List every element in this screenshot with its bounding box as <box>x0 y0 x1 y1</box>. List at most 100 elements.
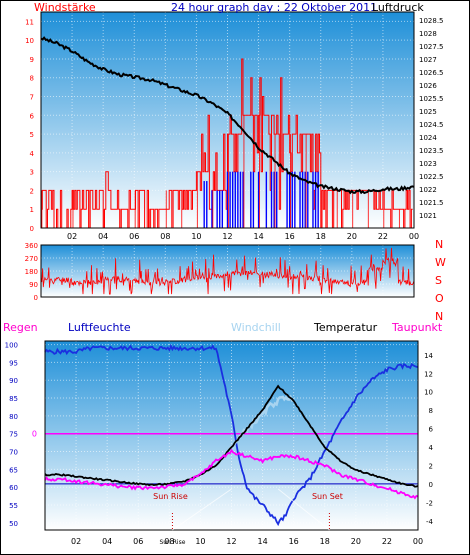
pressure-tick-label: 1027.5 <box>419 43 444 51</box>
hour-tick-label: 12 <box>222 232 232 241</box>
pressure-tick-label: 1022.5 <box>419 173 444 181</box>
wind-tick-label: 8 <box>30 75 34 83</box>
wind-tick-label: 5 <box>30 131 34 139</box>
hour-tick-label: 08 <box>164 537 174 546</box>
direction-tick-label: 360 <box>25 242 38 250</box>
humidity-series <box>44 343 419 527</box>
plot-frame <box>44 340 419 531</box>
temperature-tick-label: 10 <box>424 389 433 397</box>
wind-tick-label: 6 <box>30 112 35 120</box>
compass-label: N <box>435 310 443 323</box>
pressure-tick-label: 1028.5 <box>419 17 444 25</box>
wind-tick-label: 10 <box>25 37 34 45</box>
wind-speed-hourly-bar <box>41 190 43 228</box>
wind-speed-hourly-bar <box>367 190 369 228</box>
wind-tick-label: 11 <box>25 18 34 26</box>
wind-speed-hourly-bar <box>228 134 229 228</box>
hour-tick-label: 12 <box>226 537 236 546</box>
temperature-tick-label: 4 <box>429 444 434 452</box>
temperature-series <box>44 384 419 488</box>
temperature-tick-label: 6 <box>429 426 434 434</box>
temperature-tick-label: 0 <box>429 481 433 489</box>
hour-tick-label: 22 <box>382 537 392 546</box>
wind-tick-label: 9 <box>30 56 34 64</box>
sun-arc-right <box>277 488 330 531</box>
pressure-tick-label: 1028 <box>419 30 437 38</box>
pressure-tick-label: 1022 <box>419 186 437 194</box>
hour-tick-label: 04 <box>98 232 108 241</box>
hour-tick-label: 00 <box>413 537 423 546</box>
hour-tick-label: 06 <box>129 232 139 241</box>
compass-label: W <box>435 256 446 269</box>
pressure-tick-label: 1026 <box>419 82 437 90</box>
compass-label: O <box>435 292 444 305</box>
direction-tick-label: 0 <box>34 294 38 302</box>
hour-tick-label: 20 <box>347 232 357 241</box>
wind-speed-hourly-bar <box>352 190 354 228</box>
humidity-tick-label: 70 <box>9 449 18 457</box>
hour-tick-label: 22 <box>378 232 388 241</box>
temperature-tick-label: 14 <box>424 352 433 360</box>
wind-speed-hourly-bar <box>383 209 385 228</box>
wind-speed-hourly-bar <box>134 190 136 228</box>
wind-tick-label: 2 <box>30 187 34 195</box>
climate-panel: 1009590858075706560555014121086420-2-40S… <box>3 321 443 546</box>
pressure-tick-label: 1024 <box>419 134 437 142</box>
pressure-series <box>40 36 415 195</box>
wind-speed-hourly-bar <box>165 190 167 228</box>
wind-speed-hourly-bar <box>196 171 198 228</box>
direction-tick-label: 180 <box>25 268 38 276</box>
hour-tick-label: 18 <box>316 232 326 241</box>
windchill-label: Windchill <box>231 321 281 334</box>
rain-zero-label: 0 <box>32 430 37 439</box>
temperature-tick-label: 8 <box>429 407 433 415</box>
wind-direction-line <box>40 247 415 295</box>
wind-direction-series <box>40 247 415 295</box>
chart-title: 24 hour graph day : 22 Oktober 2011 <box>171 1 377 14</box>
pressure-tick-label: 1025 <box>419 108 437 116</box>
humidity-tick-label: 85 <box>9 395 18 403</box>
taupunkt-label: Taupunkt <box>391 321 443 334</box>
wind-tick-label: 7 <box>30 94 34 102</box>
pressure-axis-label: Luftdruck <box>372 1 424 14</box>
humidity-tick-label: 75 <box>9 431 18 439</box>
compass-label: N <box>435 238 443 251</box>
wind-pressure-panel: 0123456789101110211021.510221022.5102310… <box>25 1 443 241</box>
hour-tick-label: 10 <box>195 537 205 546</box>
hour-tick-label: 16 <box>285 232 295 241</box>
pressure-tick-label: 1027 <box>419 56 437 64</box>
dewpoint-series <box>44 448 419 500</box>
wind-tick-label: 4 <box>30 150 35 158</box>
regen-label: Regen <box>3 321 38 334</box>
wind-pressure-axes: 0123456789101110211021.510221022.5102310… <box>25 11 444 241</box>
temperature-tick-label: -2 <box>426 499 433 507</box>
humidity-tick-label: 95 <box>9 359 18 367</box>
pressure-tick-label: 1024.5 <box>419 121 444 129</box>
wind-tick-label: 3 <box>30 169 34 177</box>
humidity-tick-label: 55 <box>9 502 18 510</box>
wind-speed-hourly-bar <box>181 190 183 228</box>
wind-speed-hourly-bar <box>88 190 89 228</box>
pressure-line <box>40 36 415 195</box>
humidity-tick-label: 80 <box>9 413 18 421</box>
hour-tick-label: 02 <box>67 232 77 241</box>
plot-frame <box>40 11 415 229</box>
sun-arc-left <box>172 488 232 531</box>
humidity-tick-label: 50 <box>9 520 18 528</box>
hour-tick-label: 08 <box>160 232 170 241</box>
hour-tick-label: 02 <box>71 537 81 546</box>
wind-speed-hourly-bar <box>259 115 260 228</box>
pressure-tick-label: 1023 <box>419 160 437 168</box>
hour-tick-label: 04 <box>102 537 112 546</box>
humidity-tick-label: 100 <box>5 342 18 350</box>
hour-tick-label: 06 <box>133 537 143 546</box>
hour-tick-label: 20 <box>351 537 361 546</box>
wind-speed-hourly-bar <box>243 115 245 228</box>
wind-axis-label: Windstärke <box>34 1 96 14</box>
humidity-tick-label: 90 <box>9 377 18 385</box>
wind-speed-hourly-bar <box>103 209 105 228</box>
wind-speed-hourly-bar <box>398 209 400 228</box>
temperature-tick-label: -4 <box>426 518 434 526</box>
